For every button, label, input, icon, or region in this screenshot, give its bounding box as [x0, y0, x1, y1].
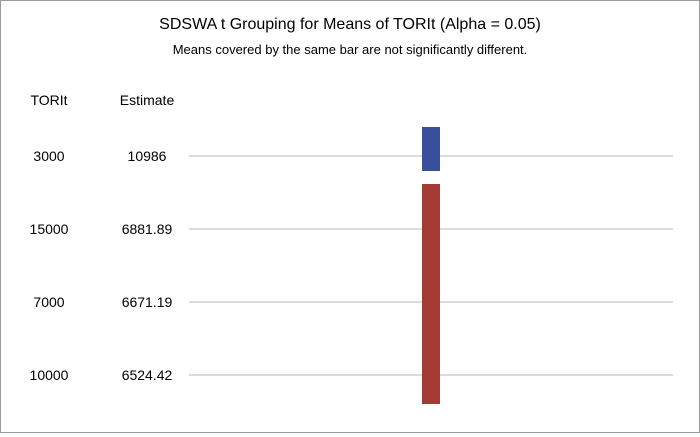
row-estimate-value: 6671.19: [122, 294, 173, 310]
row-estimate-value: 10986: [128, 148, 167, 164]
chart-title: SDSWA t Grouping for Means of TORIt (Alp…: [159, 16, 541, 33]
chart-subtitle: Means covered by the same bar are not si…: [173, 42, 528, 57]
column-header-estimate: Estimate: [120, 92, 175, 108]
rows-layer: 3000 10986 15000 6881.89 7000 6671.19 10000 652…: [30, 148, 673, 383]
row-estimate-value: 6524.42: [122, 367, 173, 383]
group-bar: [422, 184, 440, 404]
group-bars-layer: [422, 127, 440, 404]
row-level-label: 3000: [33, 148, 64, 164]
column-header-level: TORIt: [30, 92, 67, 108]
row-level-label: 10000: [30, 367, 69, 383]
row-estimate-value: 6881.89: [122, 221, 173, 237]
group-bar: [422, 127, 440, 171]
row-level-label: 15000: [30, 221, 69, 237]
row-level-label: 7000: [33, 294, 64, 310]
